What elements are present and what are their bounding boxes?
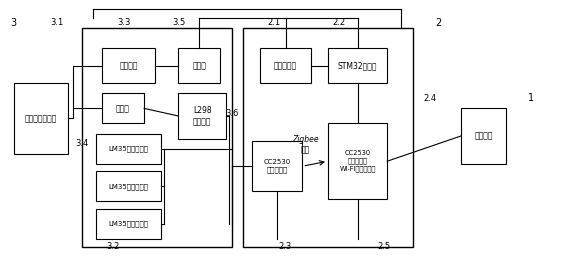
Text: 3.3: 3.3 — [118, 19, 131, 27]
Text: L298
驱动模块: L298 驱动模块 — [193, 106, 211, 126]
Bar — [102, 93, 144, 123]
Bar — [243, 28, 413, 247]
Bar — [178, 93, 226, 139]
Text: 3.1: 3.1 — [50, 19, 63, 27]
Text: CC2530
协调器节点
WI-FI无线路由器: CC2530 协调器节点 WI-FI无线路由器 — [339, 150, 376, 172]
Text: 太阳能电池模块: 太阳能电池模块 — [25, 114, 57, 123]
Text: 2.2: 2.2 — [333, 19, 346, 27]
Bar — [96, 209, 161, 239]
Text: 蓄电池模块: 蓄电池模块 — [274, 61, 297, 70]
Text: 2.4: 2.4 — [423, 94, 436, 103]
Text: LM35温度传感器: LM35温度传感器 — [108, 221, 148, 227]
Text: 继电器: 继电器 — [192, 61, 206, 70]
Text: 3.2: 3.2 — [106, 242, 120, 251]
Text: 3.6: 3.6 — [225, 109, 239, 118]
Text: 1: 1 — [528, 93, 534, 103]
Bar — [461, 108, 506, 164]
Bar — [102, 48, 155, 83]
Bar — [328, 123, 387, 199]
Text: 2.5: 2.5 — [378, 242, 391, 251]
Text: 3.5: 3.5 — [172, 19, 186, 27]
Bar — [178, 48, 220, 83]
Bar — [260, 48, 311, 83]
Bar — [82, 28, 232, 247]
Text: 电加热器: 电加热器 — [119, 61, 138, 70]
Bar — [252, 141, 303, 191]
Bar — [328, 48, 387, 83]
Text: 2.1: 2.1 — [268, 19, 281, 27]
Bar — [14, 83, 68, 154]
Text: 3.4: 3.4 — [75, 139, 89, 148]
Text: 2.3: 2.3 — [279, 242, 292, 251]
Bar — [96, 171, 161, 201]
Text: LM35湿度传感器: LM35湿度传感器 — [108, 183, 148, 190]
Text: Zigbee
网络: Zigbee 网络 — [292, 135, 319, 154]
Text: CC2530
传感器节点: CC2530 传感器节点 — [263, 159, 291, 173]
Text: 3: 3 — [10, 18, 16, 28]
Text: 2: 2 — [435, 18, 441, 28]
Text: LM35温度传感器: LM35温度传感器 — [108, 145, 148, 152]
Text: 排风扇: 排风扇 — [116, 104, 130, 113]
Bar — [96, 134, 161, 164]
Text: STM32处理器: STM32处理器 — [338, 61, 377, 70]
Text: 智能手机: 智能手机 — [474, 132, 493, 141]
